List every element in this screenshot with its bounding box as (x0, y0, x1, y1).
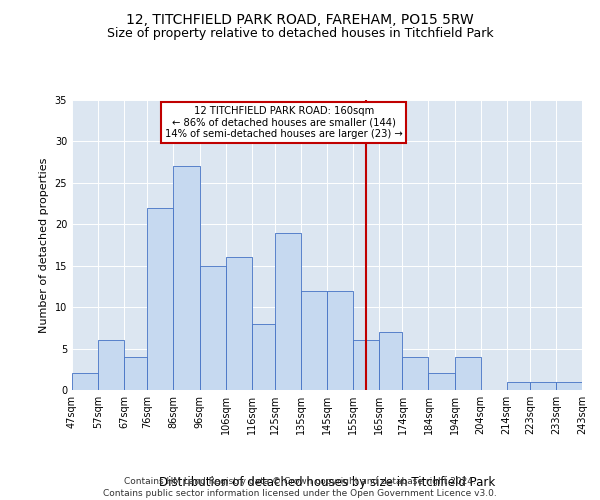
Bar (455, 357, 481, 390)
Bar (148, 208, 173, 390)
Bar (98, 340, 124, 390)
Text: 12, TITCHFIELD PARK ROAD, FAREHAM, PO15 5RW: 12, TITCHFIELD PARK ROAD, FAREHAM, PO15 … (126, 12, 474, 26)
Bar (428, 374, 455, 390)
Bar (379, 332, 403, 390)
Bar (301, 290, 327, 390)
Text: 12 TITCHFIELD PARK ROAD: 160sqm
← 86% of detached houses are smaller (144)
14% o: 12 TITCHFIELD PARK ROAD: 160sqm ← 86% of… (165, 106, 403, 139)
Bar (353, 340, 379, 390)
Bar (226, 258, 251, 390)
Y-axis label: Number of detached properties: Number of detached properties (39, 158, 49, 332)
Bar (530, 382, 556, 390)
Bar (403, 357, 428, 390)
Bar (72, 374, 98, 390)
Bar (251, 324, 275, 390)
Text: Size of property relative to detached houses in Titchfield Park: Size of property relative to detached ho… (107, 28, 493, 40)
Text: Contains HM Land Registry data © Crown copyright and database right 2024.
Contai: Contains HM Land Registry data © Crown c… (103, 476, 497, 498)
Bar (556, 382, 582, 390)
Bar (199, 266, 226, 390)
Bar (173, 166, 199, 390)
Bar (124, 357, 148, 390)
X-axis label: Distribution of detached houses by size in Titchfield Park: Distribution of detached houses by size … (159, 476, 495, 489)
Bar (327, 290, 353, 390)
Bar (275, 232, 301, 390)
Bar (506, 382, 530, 390)
